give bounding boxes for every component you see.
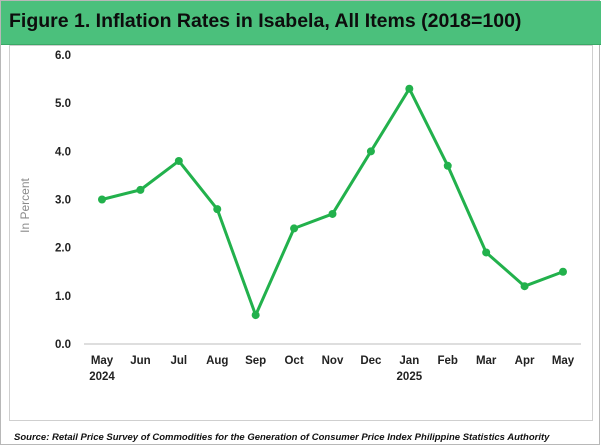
y-tick-label: 2.0 bbox=[55, 243, 71, 255]
y-axis-label: In Percent bbox=[18, 177, 32, 232]
y-tick-label: 1.0 bbox=[55, 291, 71, 303]
data-point bbox=[251, 311, 260, 320]
data-point bbox=[443, 161, 452, 170]
y-tick-label: 0.0 bbox=[55, 339, 71, 351]
data-point bbox=[213, 205, 222, 214]
x-tick-label: May bbox=[91, 355, 114, 367]
x-tick-label: Mar bbox=[476, 355, 497, 367]
x-tick-label: Feb bbox=[438, 355, 458, 367]
x-tick-label: Apr bbox=[515, 355, 535, 367]
x-tick-label: Jun bbox=[130, 355, 150, 367]
data-point bbox=[405, 84, 414, 93]
y-tick-label: 5.0 bbox=[55, 98, 71, 110]
y-tick-label: 6.0 bbox=[55, 50, 71, 62]
data-point bbox=[520, 282, 529, 291]
series-line bbox=[100, 87, 565, 317]
source-note: Source: Retail Price Survey of Commoditi… bbox=[14, 432, 550, 443]
x-tick-label: May bbox=[552, 355, 575, 367]
x-tick-year-label: 2025 bbox=[397, 371, 423, 383]
data-point bbox=[328, 209, 337, 218]
x-tick-label: Dec bbox=[360, 355, 382, 367]
y-tick-label: 3.0 bbox=[55, 195, 71, 207]
data-point bbox=[482, 248, 491, 257]
x-tick-label: Jan bbox=[399, 355, 419, 367]
y-tick-label: 4.0 bbox=[55, 146, 71, 158]
data-point bbox=[366, 147, 375, 156]
x-tick-label: Sep bbox=[245, 355, 266, 367]
x-tick-year-label: 2024 bbox=[89, 371, 115, 383]
data-point bbox=[98, 195, 106, 204]
x-tick-label: Nov bbox=[322, 355, 344, 367]
x-tick-label: Aug bbox=[206, 355, 228, 367]
data-point bbox=[559, 267, 567, 276]
x-tick-label: Jul bbox=[171, 355, 188, 367]
data-point bbox=[290, 224, 299, 233]
data-point bbox=[136, 185, 145, 194]
x-tick-label: Oct bbox=[284, 355, 303, 367]
chart-title: Figure 1. Inflation Rates in Isabela, Al… bbox=[9, 10, 522, 32]
chart-area bbox=[9, 45, 593, 421]
data-point bbox=[174, 156, 183, 165]
title-bar: Figure 1. Inflation Rates in Isabela, Al… bbox=[1, 1, 601, 45]
